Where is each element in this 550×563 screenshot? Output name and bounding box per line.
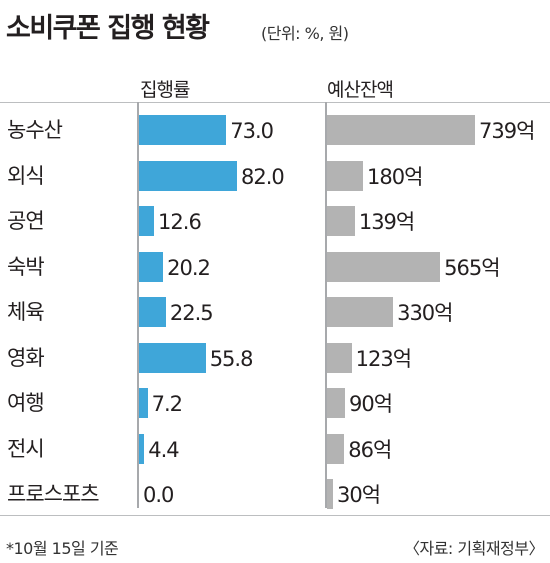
execution-rate-value: 20.2 [167,255,211,280]
series-header-budget-balance: 예산잔액 [327,79,394,101]
budget-balance-bar [327,297,394,327]
budget-balance-bar [327,388,346,418]
budget-balance-value: 565억 [444,255,500,280]
budget-balance-value: 739억 [479,119,535,143]
execution-rate-value: 22.5 [169,301,214,325]
budget-balance-value: 90억 [349,392,393,416]
budget-balance-bar [327,479,333,509]
execution-rate-value: 73.0 [230,119,274,143]
execution-rate-value: 0.0 [143,483,174,507]
category-label: 여행 [7,391,45,415]
execution-rate-bar [139,433,145,464]
execution-rate-value: 55.8 [209,346,254,371]
chart-title: 소비쿠폰 집행 현황 [6,13,210,44]
budget-balance-value: 86억 [348,437,392,462]
budget-axis-line [325,102,327,508]
category-label: 공연 [7,209,45,233]
execution-rate-value: 12.6 [158,210,202,234]
category-label: 외식 [7,163,45,188]
budget-balance-bar [327,206,355,236]
budget-balance-bar [327,160,364,191]
category-label: 체육 [7,300,45,324]
bottom-rule [0,515,550,516]
budget-balance-bar [327,115,475,145]
category-label: 농수산 [7,118,63,142]
budget-balance-value: 139억 [358,210,415,234]
unit-note: (단위: %, 원) [261,24,349,43]
execution-rate-bar [139,160,237,191]
execution-rate-bar [139,388,148,418]
budget-balance-value: 30억 [337,483,381,507]
category-label: 전시 [7,436,45,461]
series-header-execution-rate: 집행률 [140,79,190,101]
execution-rate-bar [139,115,227,145]
category-label: 숙박 [7,254,45,279]
footnote-basis-date: *10월 15일 기준 [6,539,119,558]
execution-rate-bar [139,206,155,236]
category-label: 프로스포츠 [7,482,100,506]
execution-axis-line [137,102,139,508]
budget-balance-bar [327,433,345,464]
footnote-source: 〈자료: 기획재정부〉 [403,539,545,558]
execution-rate-value: 7.2 [151,392,183,416]
execution-rate-bar [139,251,164,282]
execution-rate-bar [139,342,206,373]
execution-rate-value: 82.0 [241,164,285,189]
budget-balance-bar [327,342,352,373]
budget-balance-value: 123억 [355,346,412,371]
top-rule [0,102,550,103]
budget-balance-value: 180억 [367,164,423,189]
execution-rate-bar [139,297,166,327]
budget-balance-value: 330억 [397,301,453,325]
budget-balance-bar [327,251,441,282]
execution-rate-value: 4.4 [148,437,179,462]
category-label: 영화 [7,345,45,370]
